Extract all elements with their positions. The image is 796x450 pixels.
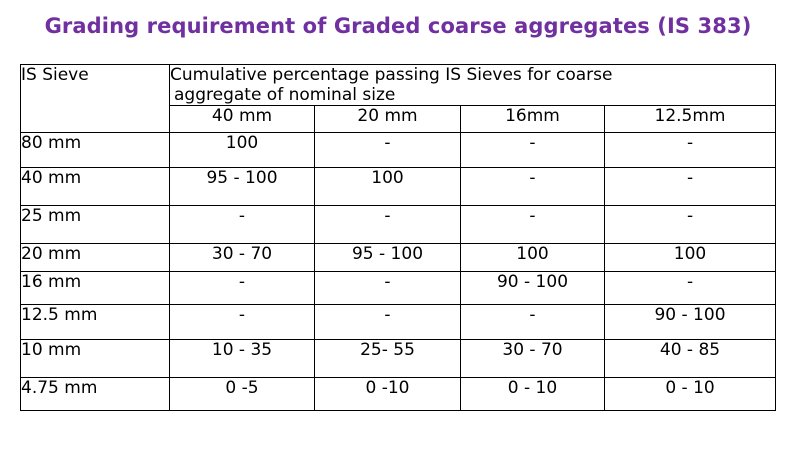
value-cell: - (314, 132, 461, 168)
value-cell: 30 - 70 (460, 339, 605, 378)
sieve-cell: 4.75 mm (20, 377, 170, 411)
value-cell: - (314, 304, 461, 340)
table-row: 40 mm 95 - 100 100 - - (20, 167, 777, 206)
value-cell: - (314, 205, 461, 244)
value-cell: - (603, 205, 777, 244)
size-header-12-5mm: 12.5mm (603, 105, 777, 133)
value-cell: - (314, 271, 461, 305)
page-title: Grading requirement of Graded coarse agg… (44, 14, 752, 38)
group-header: Cumulative percentage passing IS Sieves … (168, 64, 777, 106)
table-row: 25 mm - - - - (20, 205, 777, 244)
sieve-cell: 20 mm (20, 243, 170, 272)
table-row: 12.5 mm - - - 90 - 100 (20, 304, 777, 340)
value-cell: 100 (169, 132, 315, 168)
table-header-row: IS Sieve Cumulative percentage passing I… (20, 64, 777, 133)
value-cell: - (603, 132, 777, 168)
value-cell: 100 (314, 167, 461, 206)
value-cell: 100 (460, 243, 605, 272)
value-cell: - (169, 271, 315, 305)
group-header-line-1: Cumulative percentage passing IS Sieves … (170, 65, 613, 86)
value-cell: - (460, 205, 605, 244)
size-header-20mm: 20 mm (314, 105, 461, 133)
size-header-40mm: 40 mm (169, 105, 315, 133)
table-row: 10 mm 10 - 35 25- 55 30 - 70 40 - 85 (20, 339, 777, 378)
table-row: 20 mm 30 - 70 95 - 100 100 100 (20, 243, 777, 272)
sieve-column-header: IS Sieve (20, 64, 170, 133)
value-cell: - (460, 167, 605, 206)
value-cell: 90 - 100 (460, 271, 605, 305)
value-cell: 40 - 85 (603, 339, 777, 378)
value-cell: 0 -10 (314, 377, 461, 411)
value-cell: 100 (603, 243, 777, 272)
value-cell: - (603, 167, 777, 206)
value-cell: - (460, 132, 605, 168)
value-cell: 10 - 35 (169, 339, 315, 378)
value-cell: 95 - 100 (169, 167, 315, 206)
sieve-cell: 10 mm (20, 339, 170, 378)
sieve-cell: 40 mm (20, 167, 170, 206)
value-cell: - (169, 205, 315, 244)
table-row: 16 mm - - 90 - 100 - (20, 271, 777, 305)
value-cell: - (460, 304, 605, 340)
value-cell: 95 - 100 (314, 243, 461, 272)
table-row: 4.75 mm 0 -5 0 -10 0 - 10 0 - 10 (20, 377, 777, 411)
value-cell: 90 - 100 (603, 304, 777, 340)
value-cell: 0 - 10 (460, 377, 605, 411)
value-cell: 25- 55 (314, 339, 461, 378)
sieve-cell: 12.5 mm (20, 304, 170, 340)
group-header-line-2: aggregate of nominal size (174, 85, 396, 105)
grading-table: IS Sieve Cumulative percentage passing I… (20, 64, 777, 411)
sieve-cell: 80 mm (20, 132, 170, 168)
size-header-16mm: 16mm (460, 105, 605, 133)
value-cell: - (603, 271, 777, 305)
value-cell: - (169, 304, 315, 340)
value-cell: 0 -5 (169, 377, 315, 411)
value-cell: 0 - 10 (603, 377, 777, 411)
sieve-cell: 25 mm (20, 205, 170, 244)
value-cell: 30 - 70 (169, 243, 315, 272)
table-row: 80 mm 100 - - - (20, 132, 777, 168)
size-header-row: 40 mm 20 mm 16mm 12.5mm (21, 105, 777, 133)
sieve-cell: 16 mm (20, 271, 170, 305)
